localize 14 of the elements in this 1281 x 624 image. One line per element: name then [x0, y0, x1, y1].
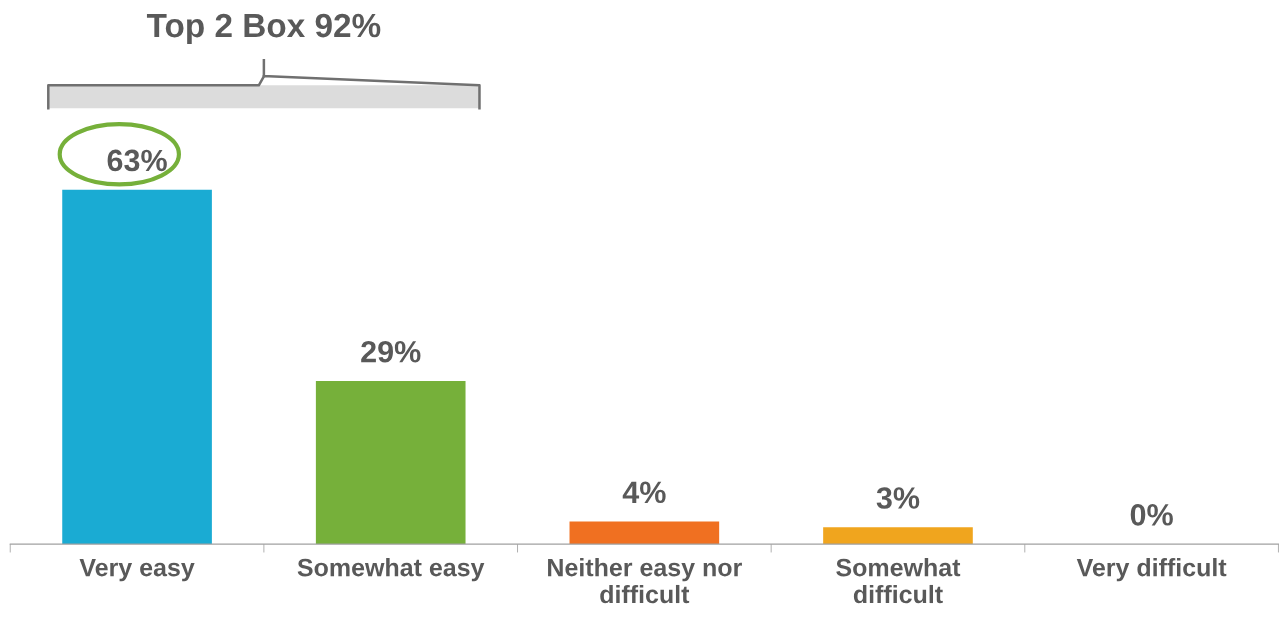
- text: Top 2 Box 92%: [146, 13, 381, 44]
- bar: [823, 527, 973, 545]
- data-label: 0%: [1130, 504, 1173, 526]
- x-tick-label: Somewhat easy: [297, 558, 485, 582]
- x-tick-label: Somewhat difficult: [836, 558, 961, 604]
- data-label: 3%: [876, 487, 920, 509]
- data-label: 29%: [361, 340, 421, 363]
- data-label: 4%: [622, 481, 666, 504]
- bar: [569, 521, 720, 545]
- data-label: 63%: [107, 149, 167, 172]
- x-tick-label: Very easy: [79, 558, 195, 582]
- x-tick-label: Very difficult: [1076, 558, 1227, 582]
- bar: [315, 380, 466, 545]
- x-tick-label: Neither easy nor difficult: [548, 558, 742, 604]
